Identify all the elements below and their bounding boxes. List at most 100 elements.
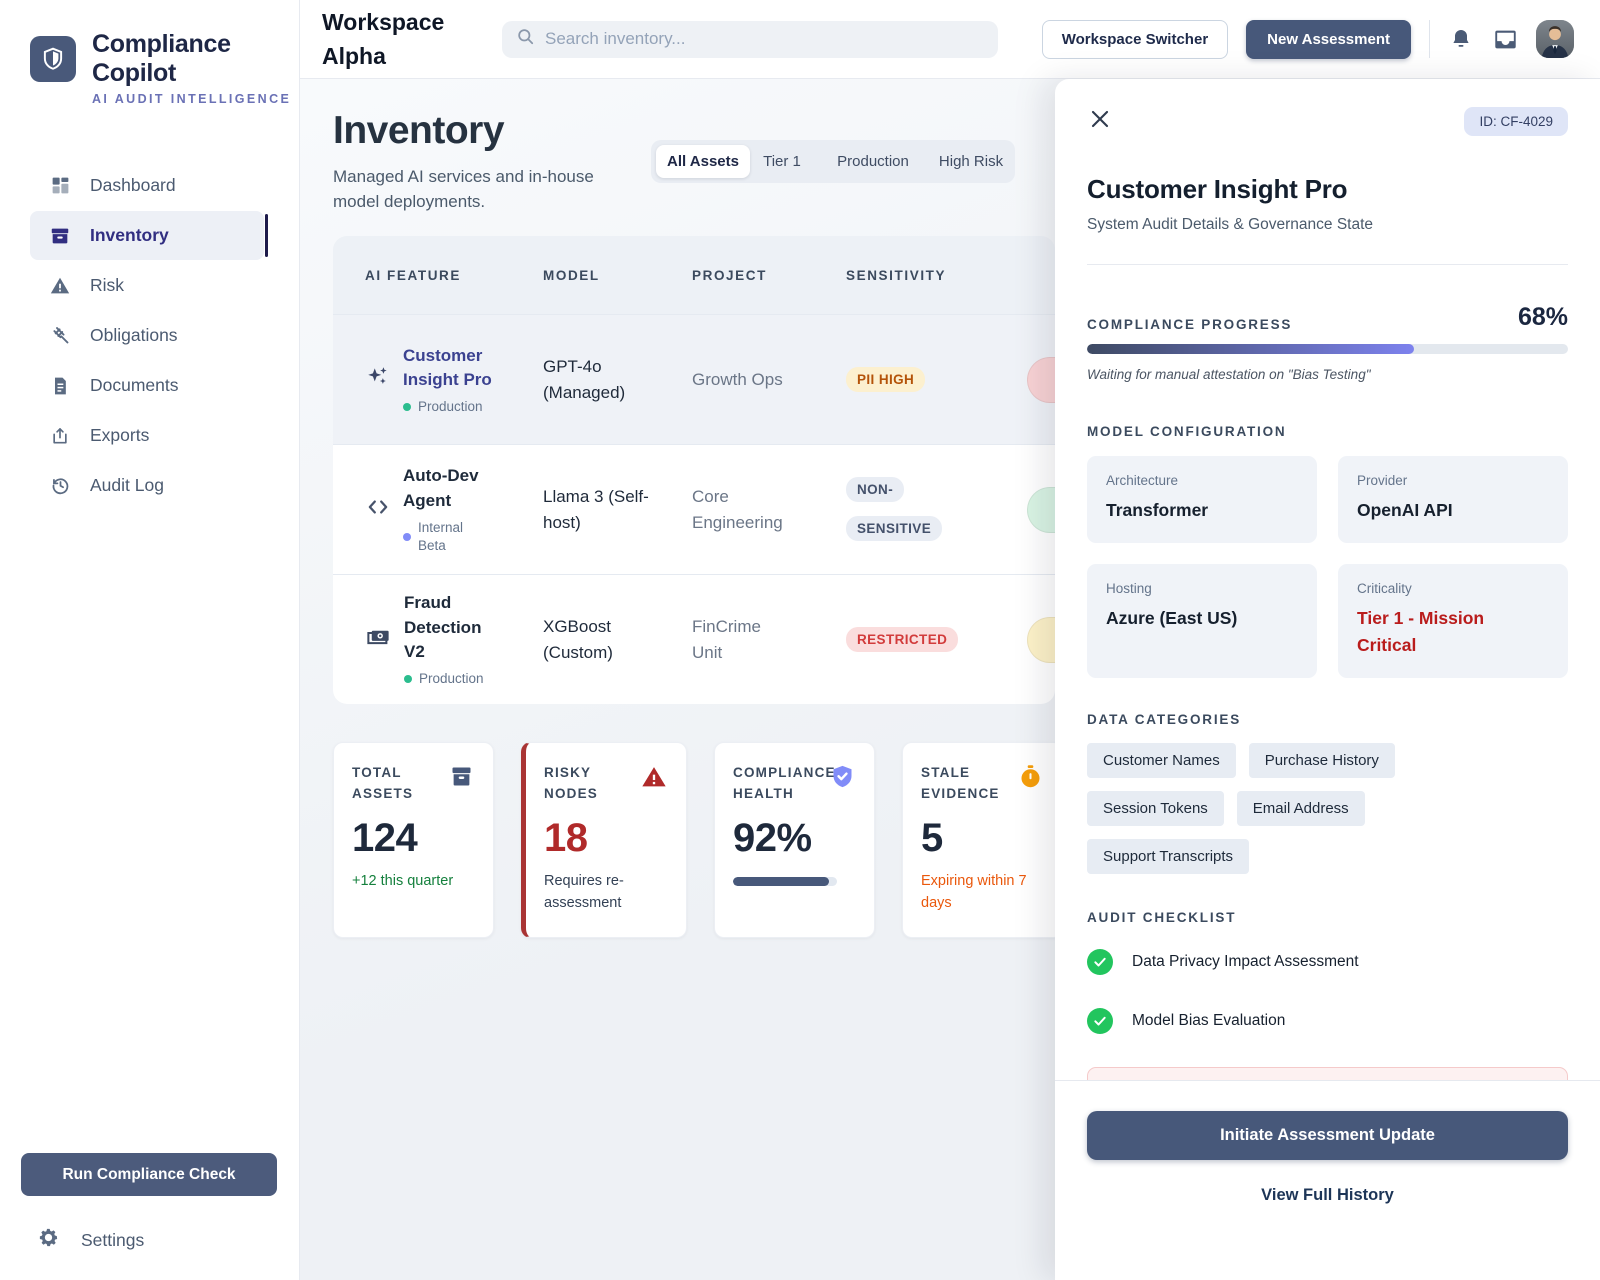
sidebar-item-label: Audit Log: [90, 475, 164, 495]
asset-model: XGBoost (Custom): [543, 617, 613, 662]
stat-sub: Requires re-assessment: [544, 872, 624, 911]
asset-filter-tabs: All Assets Tier 1 Production High Risk: [651, 140, 1015, 184]
tab-all-assets[interactable]: All Assets: [656, 145, 750, 179]
stat-value: 5: [921, 815, 943, 860]
asset-project: Growth Ops: [692, 370, 783, 390]
gavel-icon: [49, 325, 71, 347]
col-project: Project: [692, 267, 767, 283]
history-clock-icon: [49, 475, 71, 497]
sidebar-item-audit-log[interactable]: Audit Log: [30, 461, 269, 510]
checklist-item-bias-eval: Model Bias Evaluation: [1087, 1008, 1568, 1035]
stat-sub: +12 this quarter: [352, 872, 454, 889]
data-category-chip: Session Tokens: [1087, 791, 1224, 827]
stage-dot: [404, 675, 412, 684]
sidebar-item-exports[interactable]: Exports: [30, 411, 269, 460]
col-model: Model: [543, 267, 600, 283]
table-row-auto-dev-agent[interactable]: Auto-Dev Agent Internal Beta Llama 3 (Se…: [333, 444, 1055, 575]
initiate-assessment-update-button[interactable]: Initiate Assessment Update: [1087, 1111, 1568, 1160]
asset-model: GPT-4o (Managed): [543, 357, 626, 402]
top-header: Workspace Alpha Workspace Switcher New A…: [300, 0, 1600, 79]
dashboard-icon: [49, 175, 71, 197]
sidebar-item-dashboard[interactable]: Dashboard: [30, 161, 269, 210]
assets-table: AI Feature Model Project Sensitivity Cus…: [333, 236, 1055, 705]
asset-id-badge: ID: CF-4029: [1464, 107, 1568, 136]
sidebar-item-inventory[interactable]: Inventory: [30, 211, 268, 260]
app-title: Compliance Copilot: [92, 30, 231, 87]
gear-icon: [37, 1226, 60, 1254]
sidebar-item-label: Documents: [90, 375, 179, 395]
search-icon: [516, 27, 535, 51]
row-action-chip[interactable]: [1027, 616, 1055, 663]
sidebar-item-label: Exports: [90, 425, 150, 445]
stopwatch-icon: [1017, 763, 1044, 795]
asset-project: Core Engineering: [692, 487, 783, 532]
search-input[interactable]: [545, 29, 984, 49]
close-icon[interactable]: [1087, 107, 1113, 133]
tab-tier-1[interactable]: Tier 1: [763, 153, 801, 171]
sidebar-item-label: Obligations: [90, 325, 178, 345]
asset-detail-panel: ID: CF-4029 Customer Insight Pro System …: [1055, 79, 1600, 1280]
row-action-chip[interactable]: [1027, 486, 1055, 533]
data-category-chip: Customer Names: [1087, 743, 1236, 779]
config-hosting: Hosting Azure (East US): [1087, 564, 1317, 679]
checklist-item-adversarial-testing: ! Adversarial Robustness Testing: [1087, 1067, 1568, 1080]
data-categories-label: Data Categories: [1087, 712, 1241, 728]
user-avatar[interactable]: [1536, 20, 1574, 58]
sidebar-item-documents[interactable]: Documents: [30, 361, 269, 410]
asset-name: Auto-Dev Agent: [403, 466, 479, 511]
workspace-switcher-button[interactable]: Workspace Switcher: [1041, 19, 1229, 59]
panel-divider: [1087, 264, 1568, 265]
stat-label: Compliance Health: [733, 765, 836, 801]
view-full-history-link[interactable]: View Full History: [1261, 1186, 1394, 1204]
stage-label: Production: [419, 671, 484, 687]
sparkles-icon: [365, 364, 391, 395]
search-bar: [502, 20, 998, 58]
run-compliance-check-button[interactable]: Run Compliance Check: [21, 1153, 277, 1196]
page-subtitle: Managed AI services and in-house model d…: [333, 167, 594, 211]
app-subtitle: AI AUDIT INTELLIGENCE: [92, 92, 292, 106]
notification-bell-icon[interactable]: [1448, 26, 1474, 52]
sidebar-item-risk[interactable]: Risk: [30, 261, 269, 310]
config-architecture: Architecture Transformer: [1087, 456, 1317, 544]
tab-high-risk[interactable]: High Risk: [938, 153, 1004, 171]
inventory-box-icon: [49, 225, 71, 247]
tab-production[interactable]: Production: [837, 153, 909, 171]
settings-item[interactable]: Settings: [0, 1226, 299, 1254]
stat-sub: Expiring within 7 days: [921, 872, 1027, 911]
sidebar-item-label: Dashboard: [90, 175, 176, 195]
sensitivity-badge: PII HIGH: [846, 366, 926, 392]
sidebar-item-label: Inventory: [90, 225, 169, 245]
stat-value: 124: [352, 815, 418, 860]
check-circle-icon: [1087, 949, 1113, 976]
panel-subtitle: System Audit Details & Governance State: [1087, 216, 1374, 233]
table-row-customer-insight-pro[interactable]: Customer Insight Pro Production GPT-4o (…: [333, 314, 1055, 445]
inbox-tray-icon[interactable]: [1492, 26, 1518, 52]
col-ai-feature: AI Feature: [365, 267, 461, 283]
table-row-fraud-detection-v2[interactable]: Fraud Detection V2 Production XGBoost (C…: [333, 574, 1055, 705]
stat-stale-evidence: Stale Evidence 5 Expiring within 7 days: [902, 742, 1063, 939]
stage-dot: [403, 402, 411, 411]
code-brackets-icon: [365, 494, 391, 525]
stat-label: Risky Nodes: [544, 765, 599, 801]
checklist-item-dpia: Data Privacy Impact Assessment: [1087, 949, 1568, 976]
stat-compliance-health: Compliance Health 92%: [714, 742, 875, 939]
page-title: Inventory: [333, 109, 505, 152]
asset-name: Customer Insight Pro: [403, 345, 492, 390]
sidebar-item-label: Risk: [90, 275, 125, 295]
stats-row: Total Assets 124 +12 this quarter Risky …: [333, 742, 1063, 939]
row-action-chip[interactable]: [1027, 356, 1055, 403]
document-icon: [49, 375, 71, 397]
data-category-chip: Support Transcripts: [1087, 839, 1250, 875]
col-sensitivity: Sensitivity: [846, 267, 947, 283]
sidebar-item-obligations[interactable]: Obligations: [30, 311, 269, 360]
workspace-title: Workspace Alpha: [322, 8, 445, 70]
stat-risky-nodes: Risky Nodes 18 Requires re-assessment: [521, 742, 687, 939]
config-provider: Provider OpenAI API: [1338, 456, 1568, 544]
stage-label: Internal Beta: [418, 519, 464, 553]
new-assessment-button[interactable]: New Assessment: [1246, 19, 1411, 59]
compliance-progress-value: 68%: [1517, 303, 1568, 331]
stat-label: Stale Evidence: [921, 765, 1000, 801]
stat-total-assets: Total Assets 124 +12 this quarter: [333, 742, 494, 939]
header-divider: [1429, 20, 1430, 58]
check-circle-icon: [1087, 1008, 1113, 1035]
